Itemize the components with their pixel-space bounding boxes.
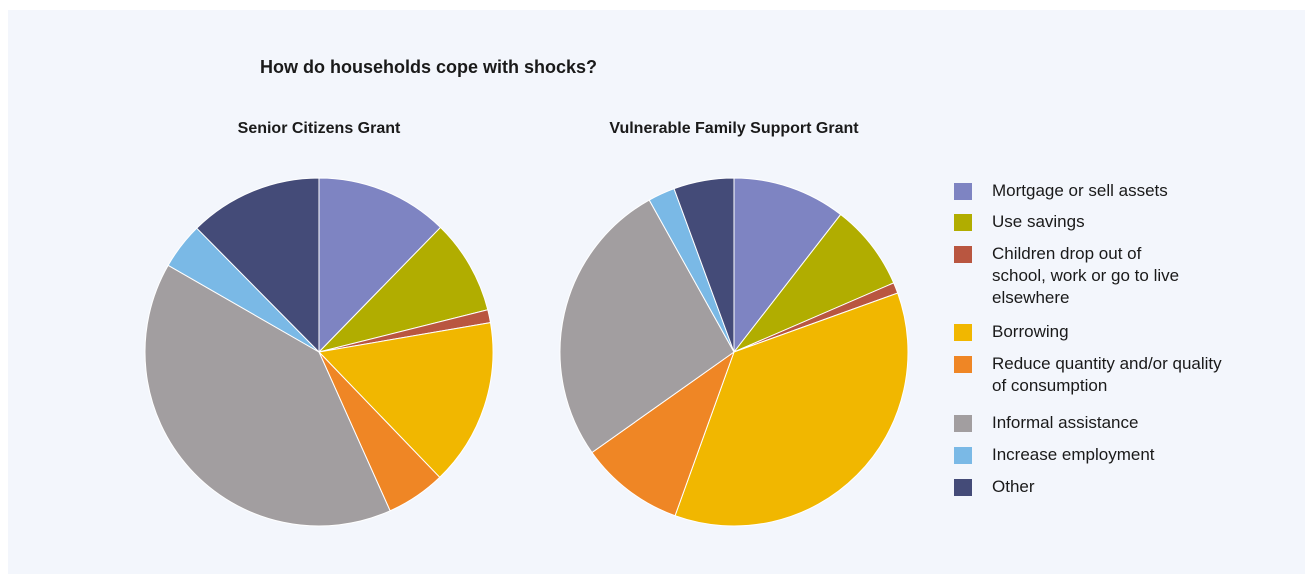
legend-swatch-reduce [954,356,972,373]
legend-swatch-other [954,479,972,496]
legend-label-children: Children drop out of school, work or go … [992,244,1180,307]
pie1-slice-informal [144,264,391,527]
legend-swatch-mortgage [954,183,972,200]
legend-swatch-savings [954,214,972,231]
legend-label-borrowing: Borrowing [992,322,1069,341]
legend-swatch-informal [954,415,972,432]
chart-title: How do households cope with shocks? [259,57,598,77]
pie2-slice-borrowing [674,292,909,527]
pie-title-vulnerable-family: Vulnerable Family Support Grant [609,120,859,137]
pie2-slice-other [673,177,735,353]
pie2-slice-mortgage [733,177,842,354]
pie1-slice-other [196,177,320,354]
legend-label-savings: Use savings [992,212,1085,231]
pie-charts [144,177,909,527]
legend-swatch-borrowing [954,324,972,341]
pie1-slice-borrowing [317,322,494,479]
pie-title-senior-citizens: Senior Citizens Grant [237,120,401,137]
pie-vulnerable-family-support-grant [559,177,909,527]
legend-swatch-employment [954,447,972,464]
legend-label-informal: Informal assistance [992,413,1139,432]
pie1-slice-savings [317,226,489,353]
legend-label-employment: Increase employment [992,445,1155,464]
pie-senior-citizens-grant [144,177,494,527]
pie1-slice-mortgage [318,177,442,354]
pie2-slice-reduce [591,350,736,517]
legend-swatch-children [954,246,972,263]
pie2-slice-informal [559,199,735,454]
legend-label-other: Other [992,477,1035,496]
legend-label-mortgage: Mortgage or sell assets [992,181,1168,200]
legend-label-reduce: Reduce quantity and/or quality of consum… [992,354,1222,395]
